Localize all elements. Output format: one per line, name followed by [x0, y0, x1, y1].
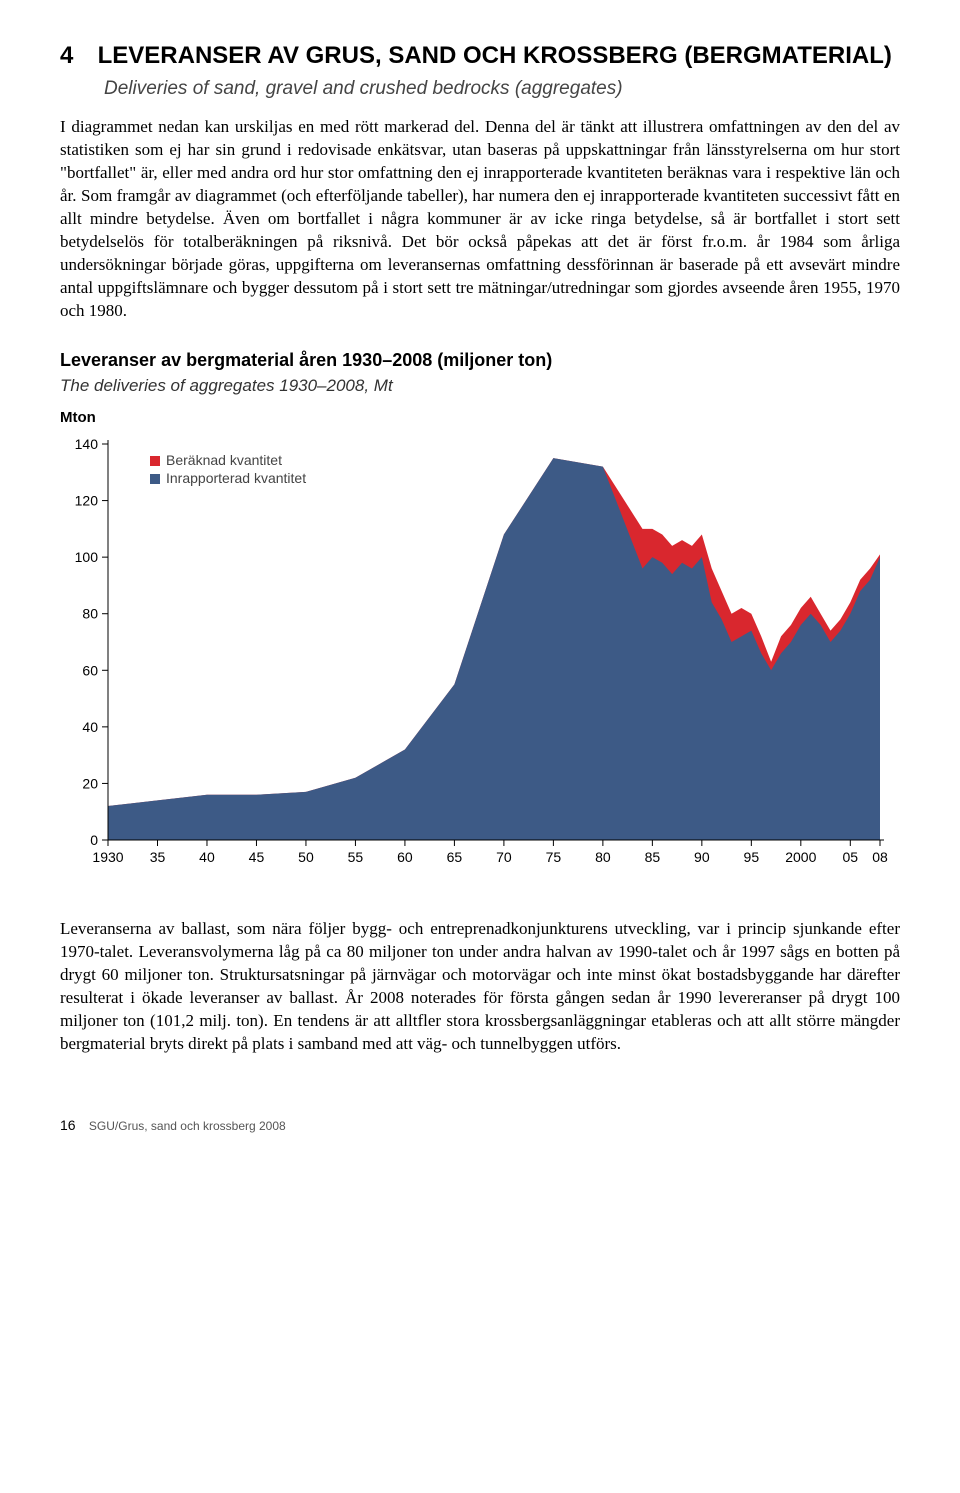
x-tick-label: 75: [546, 849, 562, 865]
x-tick-label: 35: [150, 849, 166, 865]
legend-swatch: [150, 474, 160, 484]
x-tick-label: 55: [348, 849, 364, 865]
chart-canvas: 0 20 40 60 80 100 120 140 1930 35 40 45 50 55 60 65 70 75…: [60, 430, 890, 890]
chart-title: Leveranser av bergmaterial åren 1930–200…: [60, 348, 900, 372]
x-tick-label: 70: [496, 849, 512, 865]
footer-source: SGU/Grus, sand och krossberg 2008: [89, 1119, 286, 1133]
analysis-paragraph: Leveranserna av ballast, som nära följer…: [60, 918, 900, 1056]
intro-paragraph: I diagrammet nedan kan urskiljas en med …: [60, 116, 900, 322]
section-number: 4: [60, 40, 73, 72]
x-tick-label: 85: [645, 849, 661, 865]
x-tick-label: 60: [397, 849, 413, 865]
x-tick-label: 2000: [785, 849, 816, 865]
section-header: 4 LEVERANSER AV GRUS, SAND OCH KROSSBERG…: [60, 40, 900, 72]
page-number: 16: [60, 1117, 76, 1133]
y-tick-label: 60: [82, 662, 98, 678]
y-tick-label: 80: [82, 606, 98, 622]
x-tick-label: 80: [595, 849, 611, 865]
legend-label: Inrapporterad kvantitet: [166, 470, 306, 486]
x-tick-label: 45: [249, 849, 265, 865]
x-tick-label: 50: [298, 849, 314, 865]
x-tick-label: 08: [872, 849, 888, 865]
chart-yaxis-title: Mton: [60, 408, 900, 428]
y-tick-label: 140: [75, 436, 99, 452]
legend-swatch: [150, 456, 160, 466]
page-footer: 16 SGU/Grus, sand och krossberg 2008: [60, 1116, 900, 1135]
y-tick-label: 20: [82, 775, 98, 791]
x-tick-label: 65: [447, 849, 463, 865]
x-tick-label: 90: [694, 849, 710, 865]
x-tick-label: 95: [744, 849, 760, 865]
aggregates-chart: Leveranser av bergmaterial åren 1930–200…: [60, 348, 900, 889]
chart-subtitle: The deliveries of aggregates 1930–2008, …: [60, 375, 900, 398]
x-tick-label: 05: [843, 849, 859, 865]
x-tick-label: 1930: [92, 849, 123, 865]
y-tick-label: 0: [90, 832, 98, 848]
legend-label: Beräknad kvantitet: [166, 452, 282, 468]
section-subtitle: Deliveries of sand, gravel and crushed b…: [104, 76, 900, 102]
y-tick-label: 120: [75, 493, 99, 509]
y-tick-label: 40: [82, 719, 98, 735]
x-tick-label: 40: [199, 849, 215, 865]
y-tick-label: 100: [75, 549, 99, 565]
section-title: LEVERANSER AV GRUS, SAND OCH KROSSBERG (…: [98, 42, 892, 69]
